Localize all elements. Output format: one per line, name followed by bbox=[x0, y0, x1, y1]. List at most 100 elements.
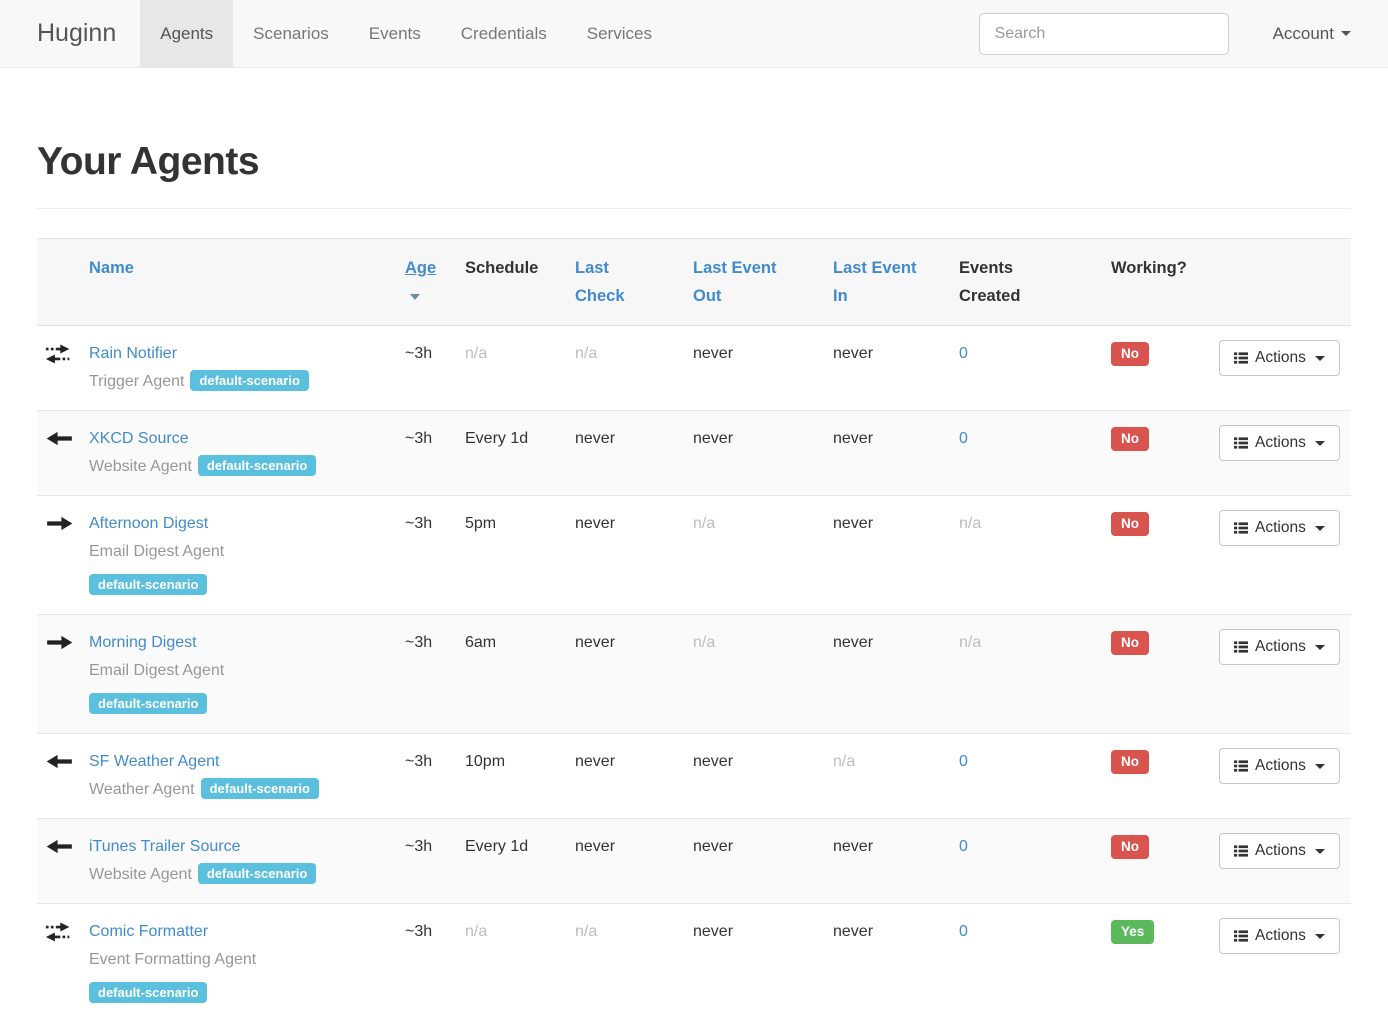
schedule-cell: Every 1d bbox=[465, 430, 529, 448]
column-header-last-check[interactable]: Last Check bbox=[575, 259, 625, 306]
nav-item-events[interactable]: Events bbox=[368, 23, 421, 43]
agent-type-label: Trigger Agent bbox=[89, 373, 185, 391]
column-icon bbox=[37, 237, 81, 327]
working-badge: No bbox=[1111, 512, 1149, 537]
chevron-down-icon bbox=[1314, 644, 1325, 650]
agent-name-link[interactable]: Afternoon Digest bbox=[89, 515, 209, 533]
last-event-out-cell: n/a bbox=[693, 634, 716, 652]
scenario-badge[interactable]: default-scenario bbox=[190, 370, 309, 392]
actions-button[interactable]: Actions bbox=[1219, 425, 1340, 462]
chevron-down-icon bbox=[1341, 31, 1351, 36]
agent-name-link[interactable]: Rain Notifier bbox=[89, 345, 178, 363]
agents-table: Name Age Schedule Last Check Last Event Out L… bbox=[37, 237, 1351, 1022]
arrow-right-icon bbox=[45, 514, 73, 533]
working-badge: Yes bbox=[1111, 920, 1155, 945]
scenario-badge[interactable]: default-scenario bbox=[200, 778, 319, 800]
sort-caret-icon bbox=[410, 293, 420, 300]
last-check-cell: n/a bbox=[575, 923, 598, 941]
age-cell: ~3h bbox=[405, 753, 433, 771]
table-row: Rain Notifier Trigger Agent default-scena… bbox=[37, 325, 1351, 411]
column-last-event-in: Last Event In bbox=[825, 237, 951, 327]
chevron-down-icon bbox=[1314, 440, 1325, 446]
schedule-cell: n/a bbox=[465, 923, 488, 941]
events-created-count[interactable]: 0 bbox=[959, 923, 968, 941]
column-last-check: Last Check bbox=[567, 237, 685, 327]
actions-button[interactable]: Actions bbox=[1219, 918, 1340, 955]
agent-type-label: Website Agent bbox=[89, 458, 192, 476]
agent-name-link[interactable]: iTunes Trailer Source bbox=[89, 838, 241, 856]
list-icon bbox=[1234, 437, 1248, 449]
last-event-in-cell: never bbox=[833, 430, 874, 448]
nav-item-scenarios[interactable]: Scenarios bbox=[253, 23, 329, 43]
account-label: Account bbox=[1272, 23, 1334, 43]
last-event-in-cell: never bbox=[833, 923, 874, 941]
working-badge: No bbox=[1111, 835, 1149, 860]
last-event-out-cell: never bbox=[693, 838, 734, 856]
agent-type-label: Weather Agent bbox=[89, 781, 195, 799]
actions-button[interactable]: Actions bbox=[1219, 510, 1340, 547]
last-event-out-cell: n/a bbox=[693, 515, 716, 533]
table-row: iTunes Trailer Source Website Agent defau… bbox=[37, 818, 1351, 904]
age-cell: ~3h bbox=[405, 430, 433, 448]
last-check-cell: never bbox=[575, 430, 616, 448]
scenario-badge[interactable]: default-scenario bbox=[197, 455, 317, 477]
working-badge: No bbox=[1111, 750, 1149, 775]
actions-button[interactable]: Actions bbox=[1219, 748, 1340, 785]
actions-button[interactable]: Actions bbox=[1219, 340, 1340, 377]
last-event-in-cell: never bbox=[833, 515, 874, 533]
events-created-count[interactable]: 0 bbox=[959, 838, 968, 856]
list-icon bbox=[1234, 930, 1248, 942]
actions-button[interactable]: Actions bbox=[1219, 833, 1340, 870]
last-event-out-cell: never bbox=[693, 923, 734, 941]
scenario-badge[interactable]: default-scenario bbox=[197, 863, 317, 885]
title-divider bbox=[37, 208, 1351, 209]
column-header-age[interactable]: Age bbox=[405, 259, 437, 277]
arrow-left-icon bbox=[45, 837, 73, 856]
navbar-spacer bbox=[672, 0, 979, 67]
chevron-down-icon bbox=[1314, 355, 1325, 361]
column-header-last-event-in[interactable]: Last Event In bbox=[833, 259, 917, 306]
scenario-badge[interactable]: default-scenario bbox=[89, 982, 208, 1004]
scenario-badge[interactable]: default-scenario bbox=[89, 574, 208, 596]
schedule-cell: 6am bbox=[465, 634, 497, 652]
last-check-cell: never bbox=[575, 515, 616, 533]
column-header-working: Working? bbox=[1111, 259, 1187, 277]
last-event-in-cell: never bbox=[833, 634, 874, 652]
brand-logo[interactable]: Huginn bbox=[37, 19, 117, 47]
agents-table-body: Rain Notifier Trigger Agent default-scena… bbox=[37, 325, 1351, 1022]
chevron-down-icon bbox=[1314, 525, 1325, 531]
account-dropdown[interactable]: Account bbox=[1273, 0, 1351, 67]
chevron-down-icon bbox=[1314, 933, 1325, 939]
nav-item-services[interactable]: Services bbox=[586, 23, 652, 43]
agent-name-link[interactable]: XKCD Source bbox=[89, 430, 189, 448]
arrows-both-icon bbox=[45, 344, 73, 364]
column-header-events-created: Events Created bbox=[959, 259, 1021, 306]
agent-type-label: Event Formatting Agent bbox=[89, 951, 257, 969]
search-wrap bbox=[978, 0, 1229, 67]
column-header-last-event-out[interactable]: Last Event Out bbox=[693, 259, 777, 306]
search-input[interactable] bbox=[978, 12, 1229, 55]
actions-label: Actions bbox=[1255, 927, 1306, 945]
actions-button[interactable]: Actions bbox=[1219, 629, 1340, 666]
column-header-name[interactable]: Name bbox=[89, 259, 134, 277]
table-row: Comic Formatter Event Formatting Agent d… bbox=[37, 903, 1351, 1022]
nav-item-agents[interactable]: Agents bbox=[140, 0, 234, 67]
chevron-down-icon bbox=[1314, 763, 1325, 769]
events-created-count[interactable]: 0 bbox=[959, 430, 968, 448]
agent-name-link[interactable]: SF Weather Agent bbox=[89, 753, 220, 771]
last-event-in-cell: never bbox=[833, 838, 874, 856]
agents-table-header-row: Name Age Schedule Last Check Last Event Out L… bbox=[37, 237, 1351, 327]
nav-item-credentials[interactable]: Credentials bbox=[460, 23, 547, 43]
scenario-badge[interactable]: default-scenario bbox=[89, 693, 208, 715]
events-created-count[interactable]: 0 bbox=[959, 345, 968, 363]
working-badge: No bbox=[1111, 427, 1149, 452]
list-icon bbox=[1234, 845, 1248, 857]
agent-name-link[interactable]: Comic Formatter bbox=[89, 923, 209, 941]
events-created-count[interactable]: 0 bbox=[959, 753, 968, 771]
last-event-in-cell: n/a bbox=[833, 753, 856, 771]
column-actions bbox=[1213, 237, 1351, 327]
events-created-count: n/a bbox=[959, 515, 982, 533]
column-header-schedule: Schedule bbox=[465, 259, 539, 277]
agent-name-link[interactable]: Morning Digest bbox=[89, 634, 197, 652]
list-icon bbox=[1234, 641, 1248, 653]
